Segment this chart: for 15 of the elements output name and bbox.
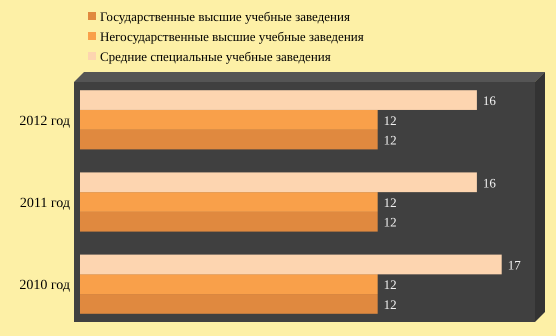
data-label: 12 xyxy=(384,132,397,148)
legend-label: Средние специальные учебные заведения xyxy=(100,49,331,64)
y-tick-label: 2011 год xyxy=(20,196,70,211)
data-label: 12 xyxy=(384,112,397,128)
data-label: 12 xyxy=(384,296,397,312)
y-tick-label: 2012 год xyxy=(19,114,70,129)
data-label: 12 xyxy=(384,277,397,292)
data-label: 16 xyxy=(482,175,496,190)
data-label: 16 xyxy=(482,93,496,108)
y-tick-label: 2010 год xyxy=(19,278,70,294)
legend-label: Государственные высшие учебные заведения xyxy=(100,9,350,24)
data-label: 17 xyxy=(508,257,522,272)
legend-label: Негосударственные высшие учебные заведения xyxy=(100,29,364,44)
data-label: 12 xyxy=(384,195,397,210)
data-label: 12 xyxy=(384,214,397,230)
